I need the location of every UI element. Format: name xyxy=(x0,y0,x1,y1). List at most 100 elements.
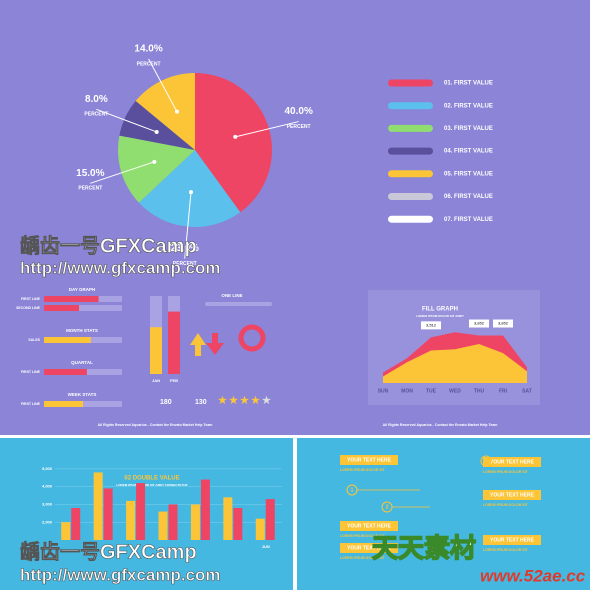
bar xyxy=(233,508,243,540)
slice-sublabel: PERCENT xyxy=(173,261,197,267)
slice-label: 14.0% xyxy=(134,44,162,55)
text-box xyxy=(483,535,541,545)
chart-title: FILL GRAPH xyxy=(422,307,458,313)
leader-line xyxy=(148,58,178,112)
box-caption: LOREM IPSUM DOLOR SIT xyxy=(340,556,386,560)
box-label: YOUR TEXT HERE xyxy=(490,537,535,543)
chart-subtitle: LOREM IPSUM DOLOR SIT AMET CONSECTETUR xyxy=(116,483,188,487)
bar xyxy=(126,500,136,540)
legend-swatch xyxy=(388,79,433,87)
x-tick-label: FEB xyxy=(170,378,178,383)
box-caption: LOREM IPSUM DOLOR SIT xyxy=(340,534,386,538)
bar xyxy=(168,504,178,540)
panel-title: WEEK STATS xyxy=(68,392,97,397)
box-caption: LOREM IPSUM DOLOR SIT xyxy=(483,503,529,507)
leader-dot xyxy=(189,190,194,195)
row-label: FIRST LINE xyxy=(21,370,41,374)
watermark: 龋齿一号GFXCamp xyxy=(20,234,197,257)
leader-dot xyxy=(152,159,157,164)
legend-swatch xyxy=(388,215,433,223)
panel-title: DAY GRAPH xyxy=(69,287,96,292)
slice-label: 8.0% xyxy=(85,94,108,105)
arrow-down xyxy=(206,333,224,355)
chart-title: 02 DOUBLE VALUE xyxy=(124,476,179,482)
progress-bar xyxy=(44,369,87,375)
bar xyxy=(190,504,200,540)
box-label: YOUR TEXT HERE xyxy=(347,457,392,463)
x-tick-label: THU xyxy=(474,388,485,394)
slice-sublabel: PERCENT xyxy=(84,112,108,118)
chart-subtitle: LOREM IPSUM DOLOR SIT AMET xyxy=(416,314,464,318)
watermark: 龋齿一号GFXCamp xyxy=(20,540,197,563)
x-tick-label: WED xyxy=(449,388,461,394)
box-label: YOUR TEXT HERE xyxy=(490,459,535,465)
slice-sublabel: PERCENT xyxy=(137,61,161,67)
legend-label: 05. FIRST VALUE xyxy=(444,171,493,177)
step-number: 3 xyxy=(485,458,488,464)
pie-slice xyxy=(119,100,195,150)
legend-swatch xyxy=(388,147,433,155)
bar xyxy=(93,472,103,540)
leader-dot xyxy=(174,109,179,114)
box-caption: LOREM IPSUM DOLOR SIT xyxy=(483,470,529,474)
bar xyxy=(158,511,168,540)
legend-swatch xyxy=(388,170,433,178)
text-box xyxy=(483,490,541,500)
bar xyxy=(168,311,180,374)
box-label: YOUR TEXT HERE xyxy=(347,523,392,529)
slice-sublabel: PERCENT xyxy=(287,124,311,130)
track xyxy=(44,305,122,311)
footer: All Rights Reserved Aquarius - Contact t… xyxy=(98,423,213,427)
arrow-up xyxy=(190,333,206,356)
donut xyxy=(238,324,266,352)
pie-slice xyxy=(195,73,272,213)
pie-slice xyxy=(138,150,241,227)
legend-swatch xyxy=(388,193,433,200)
like-count: 130 xyxy=(195,399,207,406)
box-caption: LOREM IPSUM DOLOR SIT xyxy=(340,468,386,472)
progress-bar xyxy=(44,401,83,407)
area xyxy=(383,344,527,383)
x-tick-label: FRI xyxy=(499,388,508,394)
pie-slice xyxy=(135,73,195,150)
star: ★ xyxy=(218,396,227,407)
box-label: YOUR TEXT HERE xyxy=(490,492,535,498)
value-bubble xyxy=(421,321,441,330)
progress-bar xyxy=(44,305,80,311)
leader-line xyxy=(96,108,157,133)
legend-label: 02. FIRST VALUE xyxy=(444,103,493,109)
text-box xyxy=(340,521,398,531)
watermark: www.52ae.cc xyxy=(480,566,586,585)
text-box xyxy=(483,457,541,467)
y-tick-label: 2,000 xyxy=(42,519,53,524)
x-tick-label: JAN xyxy=(152,378,160,383)
bar xyxy=(150,327,162,374)
legend-label: 04. FIRST VALUE xyxy=(444,149,493,155)
bar xyxy=(265,499,275,540)
slice-label: 15.0% xyxy=(76,168,104,179)
row-label: FIRST LINE xyxy=(21,402,41,406)
bar xyxy=(255,518,265,540)
bar xyxy=(61,522,71,540)
text-box xyxy=(340,455,398,465)
step-number: 2 xyxy=(386,504,389,510)
panel-title: ONE LINE xyxy=(221,293,242,298)
progress-bar xyxy=(44,337,91,343)
legend-label: 07. FIRST VALUE xyxy=(444,217,493,223)
legend-swatch xyxy=(388,102,433,110)
x-tick-label: TUE xyxy=(426,388,437,394)
y-tick-label: 5,000 xyxy=(42,466,53,471)
legend-label: 01. FIRST VALUE xyxy=(444,81,493,87)
slice-label: 40.0% xyxy=(284,106,312,117)
leader-dot xyxy=(154,129,159,134)
watermark: http://www.gfxcamp.com xyxy=(20,565,221,584)
step-number: 1 xyxy=(351,487,354,493)
leader-line xyxy=(235,121,299,138)
footer: All Rights Reserved Aquarius - Contact t… xyxy=(383,423,498,427)
slice-sublabel: PERCENT xyxy=(78,186,102,192)
step-circle xyxy=(480,455,492,467)
x-tick-label: SUN xyxy=(378,388,389,394)
legend-label: 03. FIRST VALUE xyxy=(444,126,493,132)
panel-title: QUARTAL xyxy=(71,360,93,365)
bar xyxy=(71,508,81,540)
